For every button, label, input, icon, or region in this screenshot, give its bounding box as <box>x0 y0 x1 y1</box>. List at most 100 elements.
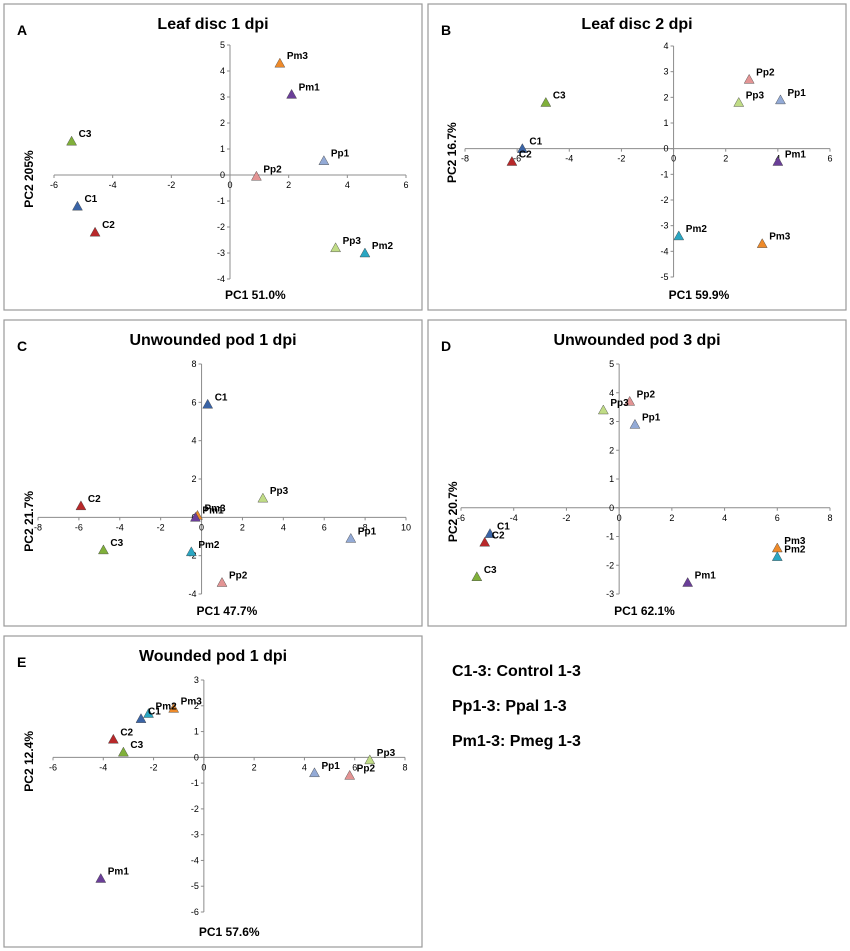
point-label: C3 <box>130 740 143 751</box>
point-pp1 <box>318 155 330 165</box>
point-c1 <box>72 200 83 211</box>
point-pp2 <box>624 395 636 406</box>
y-tick-label: -4 <box>191 855 199 865</box>
panel-frame <box>3 319 423 627</box>
y-tick-label: 1 <box>609 474 614 484</box>
point-label: Pp3 <box>610 398 629 409</box>
point-label: Pp1 <box>331 149 350 160</box>
point-pp1 <box>309 767 320 777</box>
x-tick-label: 0 <box>199 522 204 532</box>
x-tick-label: 8 <box>363 522 368 532</box>
point-pp3 <box>733 97 745 107</box>
y-tick-label: 3 <box>220 92 225 102</box>
y-tick-label: 3 <box>609 417 614 427</box>
y-axis-title: PC2 12.4% <box>22 731 36 792</box>
point-label: Pp2 <box>357 763 376 774</box>
x-tick-label: 4 <box>722 513 727 523</box>
x-tick-label: 6 <box>403 180 408 190</box>
chart-title: Leaf disc 2 dpi <box>581 16 692 33</box>
point-label: C1 <box>148 707 161 718</box>
panel-letter: E <box>17 654 26 670</box>
point-c3 <box>471 571 483 581</box>
panel-frame <box>3 3 423 311</box>
point-label: Pp1 <box>321 761 340 772</box>
point-c1 <box>202 398 214 409</box>
point-label: Pm1 <box>108 866 130 877</box>
point-label: C1 <box>529 137 542 148</box>
point-c2 <box>75 500 87 511</box>
point-label: Pp3 <box>377 748 396 759</box>
point-label: Pp2 <box>756 67 775 78</box>
y-axis-title: PC2 21.7% <box>22 491 36 552</box>
y-tick-label: -2 <box>191 804 199 814</box>
y-tick-label: -3 <box>661 221 669 231</box>
point-label: C1 <box>84 194 97 205</box>
x-tick-label: -2 <box>562 513 570 523</box>
y-tick-label: 4 <box>192 436 197 446</box>
point-label: Pm2 <box>372 241 394 252</box>
chart-title: Unwounded pod 1 dpi <box>129 332 296 349</box>
x-tick-label: 8 <box>827 513 832 523</box>
y-tick-label: -2 <box>661 195 669 205</box>
point-label: C2 <box>120 727 133 738</box>
panel-frame <box>3 635 423 948</box>
x-axis-title: PC1 59.9% <box>669 288 730 302</box>
point-c2 <box>479 536 491 547</box>
y-tick-label: 0 <box>220 170 225 180</box>
y-tick-label: 2 <box>664 92 669 102</box>
point-c2 <box>108 733 119 744</box>
y-tick-label: 2 <box>220 118 225 128</box>
point-label: C3 <box>110 538 123 549</box>
point-label: Pp1 <box>787 88 806 99</box>
x-tick-label: 0 <box>201 762 206 772</box>
y-axis-title: PC2 20.7% <box>446 481 460 542</box>
point-label: Pp1 <box>642 412 661 423</box>
panel-e: E Wounded pod 1 dpi -6 -4 -2 0 2 4 6 8 -6 -5 -4 -3 -2 -… <box>3 635 423 948</box>
point-pp2 <box>216 577 228 587</box>
panel-frame <box>427 3 847 311</box>
x-tick-label: -8 <box>34 522 42 532</box>
point-c1 <box>517 143 528 153</box>
point-pm2 <box>771 551 783 561</box>
y-tick-label: 6 <box>192 397 197 407</box>
point-pp1 <box>775 94 786 105</box>
point-c1 <box>135 713 147 723</box>
x-tick-label: 2 <box>252 762 257 772</box>
point-label: Pm1 <box>202 505 224 516</box>
y-tick-label: -3 <box>191 830 199 840</box>
panel-letter: D <box>441 338 451 354</box>
point-label: C3 <box>79 129 92 140</box>
x-tick-label: -6 <box>75 522 83 532</box>
x-axis-title: PC1 47.7% <box>197 604 258 618</box>
y-tick-label: -1 <box>661 169 669 179</box>
point-label: Pm2 <box>198 540 220 551</box>
point-pm2 <box>143 708 154 718</box>
y-tick-label: 3 <box>194 675 199 685</box>
point-pp1 <box>345 533 357 543</box>
y-axis-title: PC2 16.7% <box>445 122 459 183</box>
y-tick-label: 4 <box>664 41 669 51</box>
x-tick-label: -2 <box>617 154 625 164</box>
x-tick-label: 10 <box>401 522 411 532</box>
y-axis-title: PC2 205% <box>22 150 36 208</box>
point-pp3 <box>330 242 341 253</box>
point-pp3 <box>257 492 269 503</box>
point-pm2 <box>185 546 197 557</box>
panel-letter: C <box>17 338 27 354</box>
point-pm2 <box>673 230 685 241</box>
x-tick-label: 0 <box>671 154 676 164</box>
legend: C1-3: Control 1-3 Pp1-3: Ppal 1-3 Pm1-3:… <box>452 663 581 750</box>
x-tick-label: 6 <box>775 513 780 523</box>
x-tick-label: 6 <box>352 762 357 772</box>
point-label: Pp1 <box>358 526 377 537</box>
y-tick-label: 2 <box>192 474 197 484</box>
point-c2 <box>506 156 518 166</box>
point-label: Pm3 <box>204 503 226 514</box>
point-pp3 <box>364 754 376 765</box>
point-pp2 <box>344 769 356 780</box>
point-label: C1 <box>497 522 510 533</box>
point-pm1 <box>190 511 201 522</box>
y-tick-label: 4 <box>220 66 225 76</box>
panel-letter: B <box>441 22 451 38</box>
